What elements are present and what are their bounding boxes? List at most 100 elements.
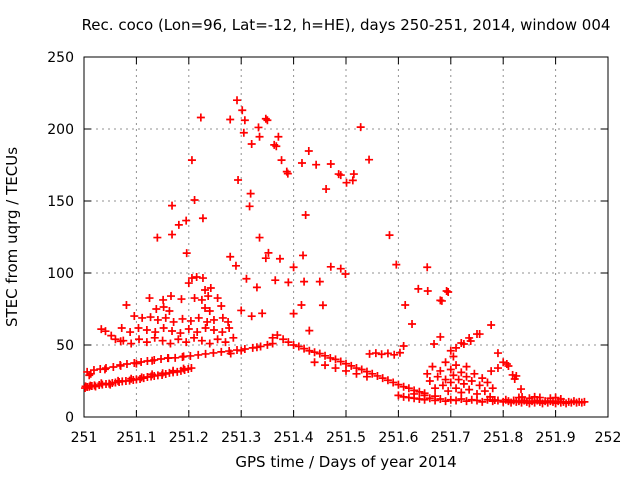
y-tick-label: 100 [47,266,74,282]
data-point [404,384,413,393]
data-point [436,366,445,375]
data-point [197,295,206,304]
data-point [430,339,439,348]
data-point [473,396,481,405]
data-point [452,361,461,370]
x-tick-label: 251 [71,430,98,446]
data-point [163,353,172,362]
data-point [478,374,487,383]
chart-title: Rec. coco (Lon=96, Lat=-12, h=HE), days … [82,16,611,34]
data-point [255,233,264,242]
data-point [336,264,345,273]
data-point [444,288,453,297]
data-point [462,362,471,371]
data-point [209,348,218,357]
data-point [261,254,270,263]
data-point [321,351,330,360]
data-point [252,343,261,352]
data-point [256,342,265,351]
data-point [127,374,136,383]
data-point [475,381,484,390]
data-point [136,374,145,383]
data-point [174,335,183,344]
data-point [365,155,374,164]
data-point [193,328,202,337]
data-point [117,324,126,333]
data-point [173,367,182,376]
data-point [437,296,446,305]
data-point [127,339,136,348]
x-tick-label: 251.3 [221,430,261,446]
y-tick-label: 200 [47,122,74,138]
data-point [274,132,283,141]
data-point [169,317,178,326]
data-point [347,361,356,370]
data-point [122,300,131,309]
data-point [299,251,308,260]
data-point [201,349,210,358]
data-point [378,374,387,383]
data-point [168,230,177,239]
data-point [190,294,199,303]
data-point [356,123,365,132]
data-point [97,325,106,334]
data-point [182,249,191,258]
data-point [168,327,177,336]
x-tick-label: 251.2 [169,430,209,446]
data-point [197,336,206,345]
data-point [331,355,340,364]
data-point [348,176,357,185]
data-point [423,369,432,378]
data-point [111,335,120,344]
data-point [194,313,203,322]
data-point [436,395,445,403]
data-point [203,317,212,326]
data-point [446,346,455,355]
data-point [161,313,170,322]
data-point [517,385,526,394]
data-point [475,330,484,339]
data-point [100,365,109,374]
data-point [190,195,199,204]
data-point [182,216,191,225]
data-point [116,361,125,370]
data-point [221,338,230,347]
data-point [580,397,589,406]
data-point [352,369,361,378]
data-point [362,372,371,381]
data-point [130,312,139,321]
data-point [392,260,401,269]
data-point [142,326,151,335]
data-point [239,128,248,137]
data-point [310,358,319,367]
data-point [209,326,218,335]
data-point [428,362,437,371]
data-point [305,326,314,335]
data-point [322,185,331,194]
data-point [462,397,471,406]
data-point [423,287,432,295]
data-point [122,360,131,369]
data-point [336,171,345,180]
data-point [452,396,461,405]
data-point [263,116,272,125]
data-point [300,277,309,286]
data-point [97,379,106,388]
data-point [240,116,249,125]
data-point [145,294,154,303]
data-point [441,358,450,367]
data-point [106,380,115,389]
data-point [420,395,429,404]
data-point [204,292,213,301]
data-point [304,147,313,156]
data-point [449,352,458,361]
data-point [150,333,159,342]
data-point [231,261,240,270]
data-point [349,170,358,179]
data-point [283,169,292,178]
data-point [442,287,451,295]
x-tick-label: 251.4 [274,430,314,446]
data-point [176,329,185,338]
data-point [383,376,392,385]
y-tick-label: 250 [47,50,74,66]
